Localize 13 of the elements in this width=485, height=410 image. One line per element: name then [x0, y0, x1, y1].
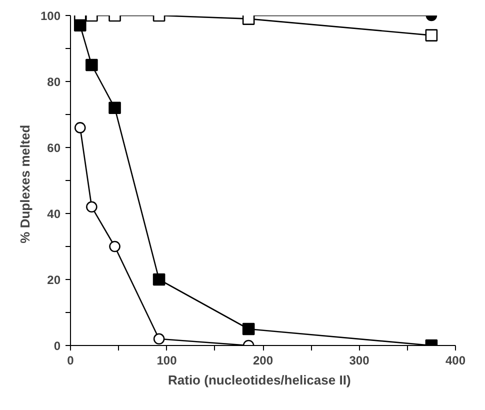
y-tick-label: 80 [47, 75, 61, 89]
x-tick-label: 100 [156, 354, 178, 368]
y-tick-label: 40 [47, 207, 61, 221]
y-axis-title: % Duplexes melted [17, 124, 32, 244]
y-tick-label: 20 [47, 273, 61, 287]
x-axis-title: Ratio (nucleotides/helicase II) [168, 372, 351, 388]
y-tick-label: 100 [40, 9, 61, 23]
x-tick-label: 200 [252, 354, 274, 368]
y-tick-label: 60 [47, 141, 61, 155]
x-tick-label: 300 [349, 354, 370, 368]
y-tick-label: 0 [54, 339, 61, 353]
x-tick-label: 400 [445, 354, 466, 368]
x-tick-label: 0 [67, 354, 74, 368]
